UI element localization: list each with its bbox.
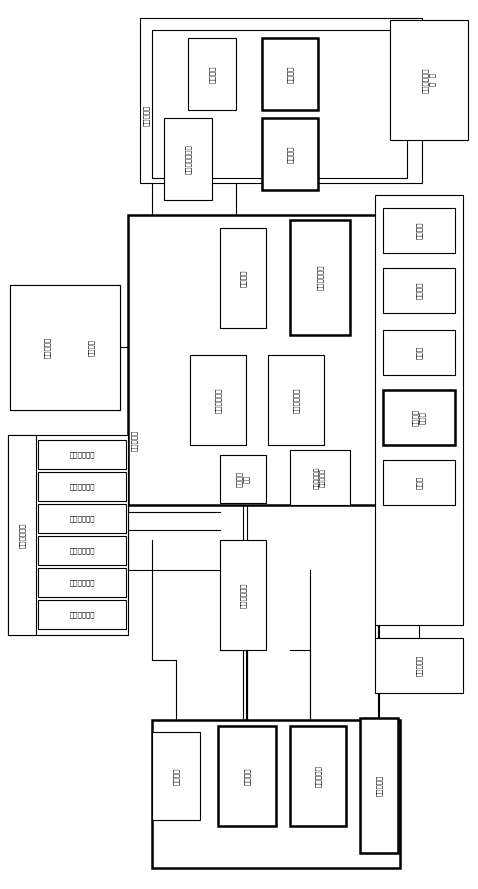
Bar [38, 504, 126, 533]
Text: 干扰库: 干扰库 [416, 346, 422, 359]
Bar [8, 435, 128, 635]
Text: 杂波图: 杂波图 [416, 476, 422, 489]
Text: 雷达参数: 雷达参数 [416, 282, 422, 300]
Bar [38, 472, 126, 501]
Bar [220, 228, 266, 328]
Bar [152, 30, 407, 178]
Bar [164, 118, 212, 200]
Bar [262, 118, 318, 190]
Bar [375, 195, 463, 625]
Text: 负载分析: 负载分析 [209, 65, 215, 83]
Bar [390, 20, 468, 140]
Text: 波形产生: 波形产生 [416, 221, 422, 239]
Bar [383, 268, 455, 313]
Text: 数据处理波形: 数据处理波形 [69, 612, 95, 618]
Text: 任务调度器: 任务调度器 [143, 104, 149, 125]
Text: 军事情报: 军事情报 [87, 339, 94, 356]
Bar [38, 600, 126, 629]
Bar [383, 330, 455, 375]
Bar [290, 726, 346, 826]
Text: 重点凝视波形: 重点凝视波形 [69, 548, 95, 554]
Bar [152, 732, 200, 820]
Text: 作战管控方案: 作战管控方案 [19, 522, 25, 548]
Text: 人工干预: 人工干预 [173, 767, 179, 785]
Text: 搜索任务管理: 搜索任务管理 [215, 388, 221, 412]
Text: 搜索探测波形: 搜索探测波形 [69, 452, 95, 458]
Bar [383, 460, 455, 505]
Bar [220, 540, 266, 650]
Bar [10, 285, 120, 410]
Bar [10, 285, 120, 410]
Text: 参数数据库: 参数数据库 [416, 655, 422, 677]
Text: 人工干扰波形: 人工干扰波形 [69, 516, 95, 522]
Bar [188, 38, 236, 110]
Text: 干扰、杂波: 干扰、杂波 [315, 765, 321, 787]
Bar [383, 208, 455, 253]
Bar [290, 450, 350, 505]
Text: 跟踪任务管理: 跟踪任务管理 [293, 388, 299, 412]
Text: 辐射情求: 辐射情求 [239, 269, 246, 287]
Text: 边扫边跟波形: 边扫边跟波形 [69, 484, 95, 490]
Bar [268, 355, 324, 445]
Text: 信号处理器: 信号处理器 [376, 775, 382, 797]
Text: 波束调度: 波束调度 [287, 65, 293, 83]
Bar [360, 718, 398, 853]
Text: 综合资源分配: 综合资源分配 [317, 265, 323, 290]
Text: 综合资源
分配: 综合资源 分配 [236, 471, 250, 487]
Bar [8, 435, 36, 635]
Bar [262, 38, 318, 110]
Text: 综合优先级分配: 综合优先级分配 [185, 144, 191, 174]
Text: 数据处理: 数据处理 [244, 767, 250, 785]
Text: 环境态势评估
和干扰对抗: 环境态势评估 和干扰对抗 [314, 466, 326, 489]
Bar [375, 638, 463, 693]
Bar [220, 455, 266, 503]
Bar [190, 355, 246, 445]
Bar [290, 220, 350, 335]
Text: 资源分配器: 资源分配器 [130, 429, 137, 451]
Bar [383, 390, 455, 445]
Bar [38, 440, 126, 469]
Bar [152, 720, 400, 868]
Text: 指挥控制站: 指挥控制站 [43, 337, 50, 358]
Bar [140, 18, 422, 183]
Text: 雷达收发系统
天  线: 雷达收发系统 天 线 [422, 68, 436, 92]
Text: 驻留规划: 驻留规划 [287, 145, 293, 163]
Bar [38, 568, 126, 597]
Text: 目标处理
数据库: 目标处理 数据库 [412, 409, 426, 426]
Bar [128, 215, 418, 505]
Bar [38, 536, 126, 565]
Bar [218, 726, 276, 826]
Text: 干扰抑制波形: 干扰抑制波形 [69, 580, 95, 586]
Text: 任务情求处理: 任务情求处理 [239, 582, 246, 608]
